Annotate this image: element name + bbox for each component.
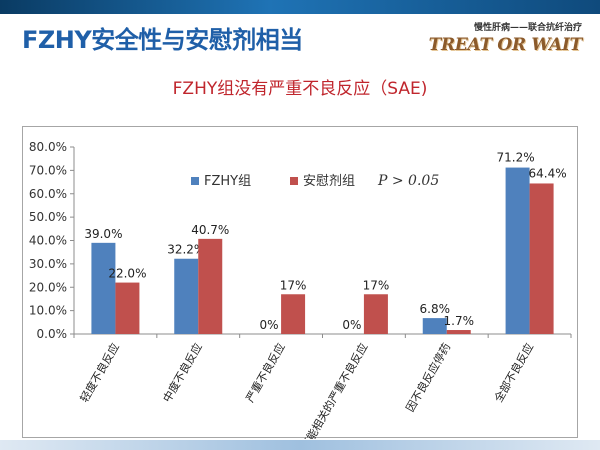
y-tick-label: 20.0% [29, 280, 67, 294]
p-value-annotation: P > 0.05 [377, 173, 439, 189]
bar [446, 330, 471, 334]
data-label: 6.8% [420, 302, 451, 316]
bar [198, 238, 223, 334]
data-label: 0% [342, 318, 361, 332]
bar [115, 282, 140, 334]
logo-tagline: 慢性肝病——联合抗纤治疗 [473, 23, 582, 33]
logo-brand: TREAT OR WAIT [428, 35, 583, 55]
bar [363, 294, 388, 334]
data-label: 39.0% [84, 227, 122, 241]
category-label: 轻度不良反应 [77, 341, 122, 405]
y-tick-label: 30.0% [29, 257, 67, 271]
y-tick-label: 10.0% [29, 304, 67, 318]
bar [174, 258, 199, 334]
top-banner [0, 0, 600, 14]
bottom-banner [0, 440, 600, 450]
y-tick-label: 80.0% [29, 140, 67, 154]
slide-title: FZHY安全性与安慰剂相当 [22, 26, 303, 54]
y-tick-label: 40.0% [29, 234, 67, 248]
y-tick-label: 0.0% [37, 327, 68, 341]
data-label: 71.2% [497, 151, 535, 165]
y-tick-label: 60.0% [29, 187, 67, 201]
bar [505, 167, 530, 334]
legend-swatch-placebo [290, 177, 298, 185]
data-label: 0% [260, 318, 279, 332]
data-label: 22.0% [108, 267, 146, 281]
bar [422, 318, 447, 334]
category-label: 全部不良反应 [491, 341, 536, 405]
bar [529, 183, 554, 334]
bar-chart: 0.0% 10.0% 20.0% 30.0% 40.0% 50.0% 60.0% 70.0% 8… [29, 140, 572, 440]
category-label: 严重不良反应 [243, 341, 288, 405]
data-label: 17% [280, 278, 307, 292]
data-label: 1.7% [444, 314, 475, 328]
category-label: 可能相关的严重不良反应 [298, 341, 371, 440]
data-label: 40.7% [191, 223, 229, 237]
category-label: 因不良反应停药 [403, 341, 454, 415]
bar [91, 242, 116, 334]
y-tick-label: 50.0% [29, 210, 67, 224]
logo: 慢性肝病——联合抗纤治疗 TREAT OR WAIT [428, 20, 583, 55]
category-label: 中度不良反应 [160, 341, 205, 405]
chart-frame: 0.0% 10.0% 20.0% 30.0% 40.0% 50.0% 60.0% 70.0% 8… [22, 126, 578, 440]
legend-swatch-fzhy [191, 177, 199, 185]
data-label: 64.4% [529, 166, 567, 180]
data-label: 17% [363, 278, 390, 292]
legend-label-fzhy: FZHY组 [204, 174, 251, 189]
y-tick-label: 70.0% [29, 163, 67, 177]
chart-subtitle: FZHY组没有严重不良反应（SAE) [172, 79, 428, 99]
data-label: 32.2% [167, 243, 205, 257]
legend-label-placebo: 安慰剂组 [303, 174, 355, 189]
bar [281, 294, 306, 334]
